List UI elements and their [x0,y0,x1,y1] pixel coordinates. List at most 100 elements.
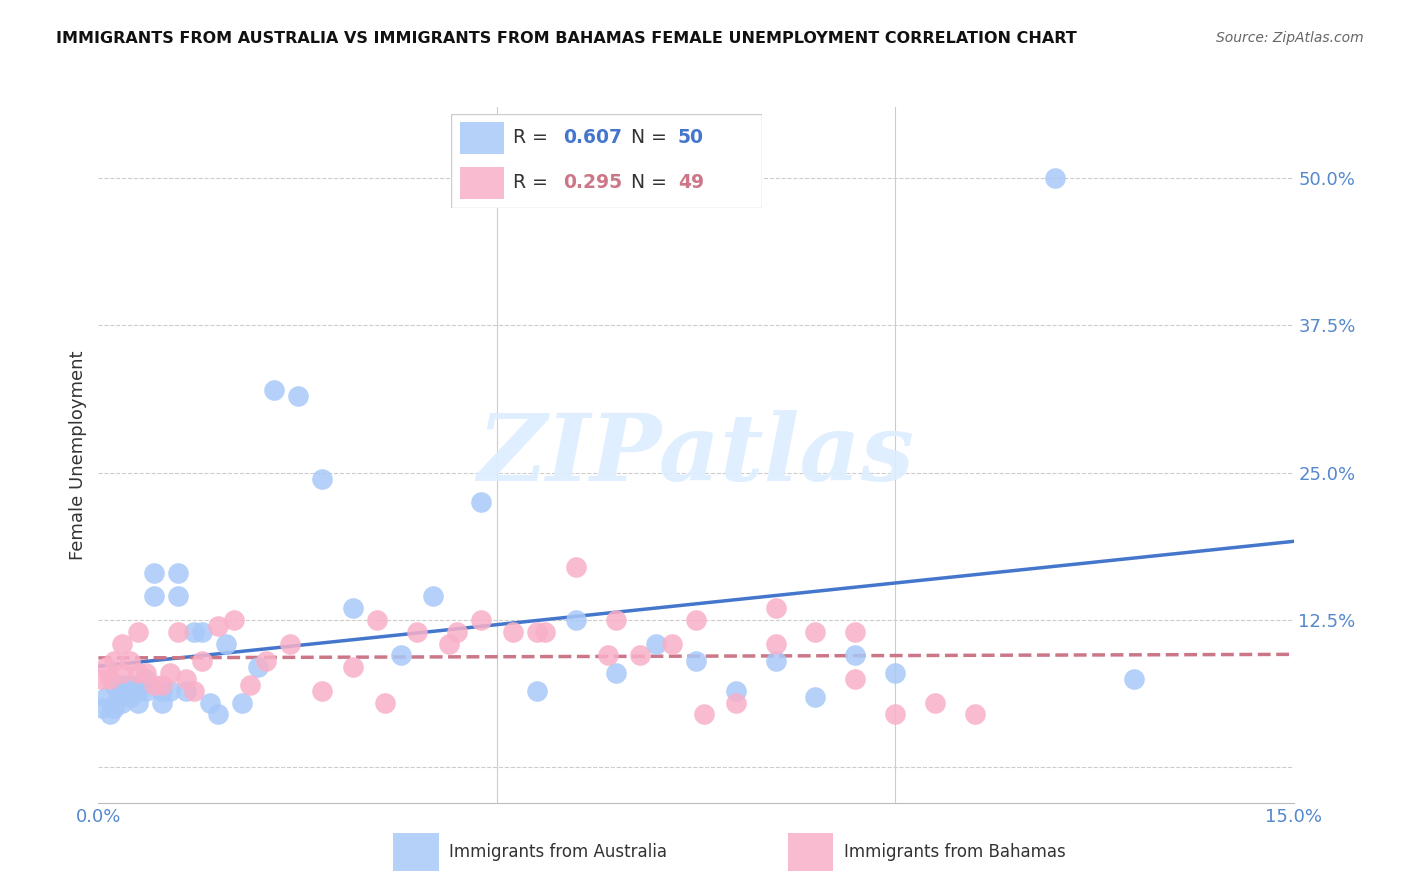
Point [167,590,190,604]
Point [120,678,142,692]
Point [342,660,364,674]
Point [645,637,668,651]
Point [724,683,747,698]
Point [96,660,118,674]
Point [437,637,460,651]
Point [605,613,627,627]
Point [765,654,787,668]
Point [693,707,716,722]
Point [661,637,683,651]
Text: Immigrants from Bahamas: Immigrants from Bahamas [844,843,1066,861]
Point [311,471,333,485]
Point [1043,170,1066,185]
Point [239,678,262,692]
Point [167,566,190,580]
Point [111,683,134,698]
Point [98,707,122,722]
Point [120,690,142,704]
Point [111,678,134,692]
Point [254,654,277,668]
Point [103,701,125,715]
Point [628,648,651,663]
Point [103,678,125,692]
Point [278,637,301,651]
Point [191,624,214,639]
Point [111,637,134,651]
Point [526,624,548,639]
Point [127,678,149,692]
Point [159,666,181,681]
Point [215,637,238,651]
Point [804,690,827,704]
Point [150,696,173,710]
Point [127,624,149,639]
Point [470,613,492,627]
Text: IMMIGRANTS FROM AUSTRALIA VS IMMIGRANTS FROM BAHAMAS FEMALE UNEMPLOYMENT CORRELA: IMMIGRANTS FROM AUSTRALIA VS IMMIGRANTS … [56,31,1077,46]
Point [470,495,492,509]
Point [103,654,125,668]
Point [406,624,429,639]
Point [207,619,229,633]
Text: ZIPatlas: ZIPatlas [478,410,914,500]
Point [446,624,468,639]
Point [526,683,548,698]
Point [231,696,253,710]
Y-axis label: Female Unemployment: Female Unemployment [69,351,87,559]
Point [963,707,986,722]
Text: Source: ZipAtlas.com: Source: ZipAtlas.com [1216,31,1364,45]
Point [91,701,114,715]
Point [287,389,309,403]
Point [135,666,157,681]
Point [198,696,221,710]
Point [605,666,627,681]
Point [342,601,364,615]
Point [91,672,114,686]
Point [143,590,166,604]
Point [884,707,907,722]
Point [533,624,555,639]
Point [422,590,444,604]
Text: Immigrants from Australia: Immigrants from Australia [449,843,666,861]
Point [135,672,157,686]
Point [724,696,747,710]
Point [135,683,157,698]
Point [765,637,787,651]
Point [98,672,122,686]
Point [143,678,166,692]
Point [246,660,269,674]
Point [263,383,285,397]
Point [207,707,229,722]
Point [174,672,197,686]
Point [924,696,946,710]
Point [107,690,129,704]
Point [598,648,620,663]
Point [389,648,412,663]
Point [565,613,588,627]
Point [311,683,333,698]
Point [183,683,205,698]
Point [183,624,205,639]
Point [565,560,588,574]
Point [685,654,707,668]
Point [120,654,142,668]
Point [844,648,866,663]
Point [765,601,787,615]
Point [502,624,524,639]
Point [844,672,866,686]
Point [111,666,134,681]
Point [844,624,866,639]
Point [191,654,214,668]
FancyBboxPatch shape [787,833,834,871]
Point [167,624,190,639]
Point [685,613,707,627]
Point [1123,672,1146,686]
Point [159,683,181,698]
Point [127,696,149,710]
FancyBboxPatch shape [394,833,439,871]
Point [150,678,173,692]
Point [222,613,245,627]
Point [150,683,173,698]
Point [143,566,166,580]
Point [884,666,907,681]
Point [374,696,396,710]
